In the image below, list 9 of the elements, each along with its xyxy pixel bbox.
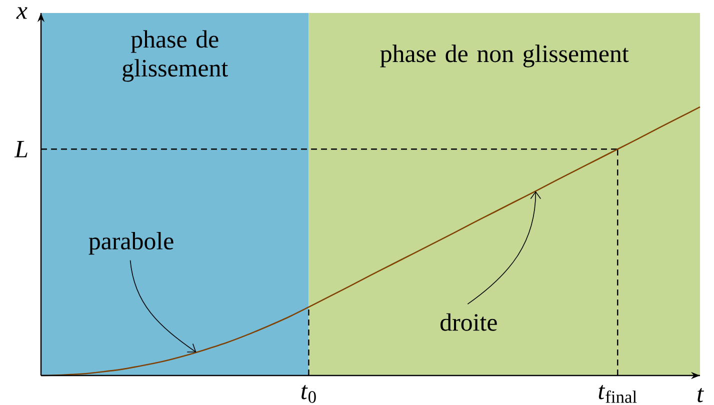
x-axis-title: t [698, 388, 704, 402]
text: phase de glissement [122, 30, 228, 82]
x-tick-label: t$_{final}$ [598, 385, 637, 403]
text: phase de non glissement [380, 44, 629, 68]
ref-line-label: L [14, 140, 28, 158]
annotation: droite [440, 313, 497, 331]
annotation: parabole [88, 232, 174, 255]
x-tick-label: t$_{0}$ [302, 385, 316, 403]
y-axis-title: x [16, 7, 28, 19]
